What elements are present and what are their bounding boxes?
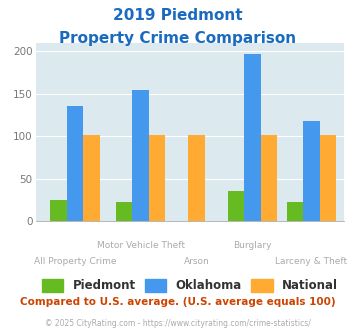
Bar	[228, 190, 244, 221]
Text: Arson: Arson	[184, 257, 209, 266]
Legend: Piedmont, Oklahoma, National: Piedmont, Oklahoma, National	[37, 274, 343, 297]
Bar	[287, 202, 303, 221]
Bar	[83, 135, 99, 221]
Bar	[149, 135, 165, 221]
Text: Property Crime Comparison: Property Crime Comparison	[59, 31, 296, 46]
Bar	[244, 54, 261, 221]
Text: Motor Vehicle Theft: Motor Vehicle Theft	[97, 241, 185, 249]
Bar	[132, 90, 149, 221]
Text: Larceny & Theft: Larceny & Theft	[275, 257, 348, 266]
Bar	[50, 200, 67, 221]
Bar	[320, 135, 336, 221]
Text: 2019 Piedmont: 2019 Piedmont	[113, 8, 242, 23]
Bar	[188, 135, 205, 221]
Bar	[303, 121, 320, 221]
Text: © 2025 CityRating.com - https://www.cityrating.com/crime-statistics/: © 2025 CityRating.com - https://www.city…	[45, 319, 310, 328]
Bar	[116, 202, 132, 221]
Text: Burglary: Burglary	[233, 241, 272, 249]
Bar	[67, 106, 83, 221]
Text: Compared to U.S. average. (U.S. average equals 100): Compared to U.S. average. (U.S. average …	[20, 297, 335, 307]
Bar	[261, 135, 277, 221]
Text: All Property Crime: All Property Crime	[34, 257, 116, 266]
